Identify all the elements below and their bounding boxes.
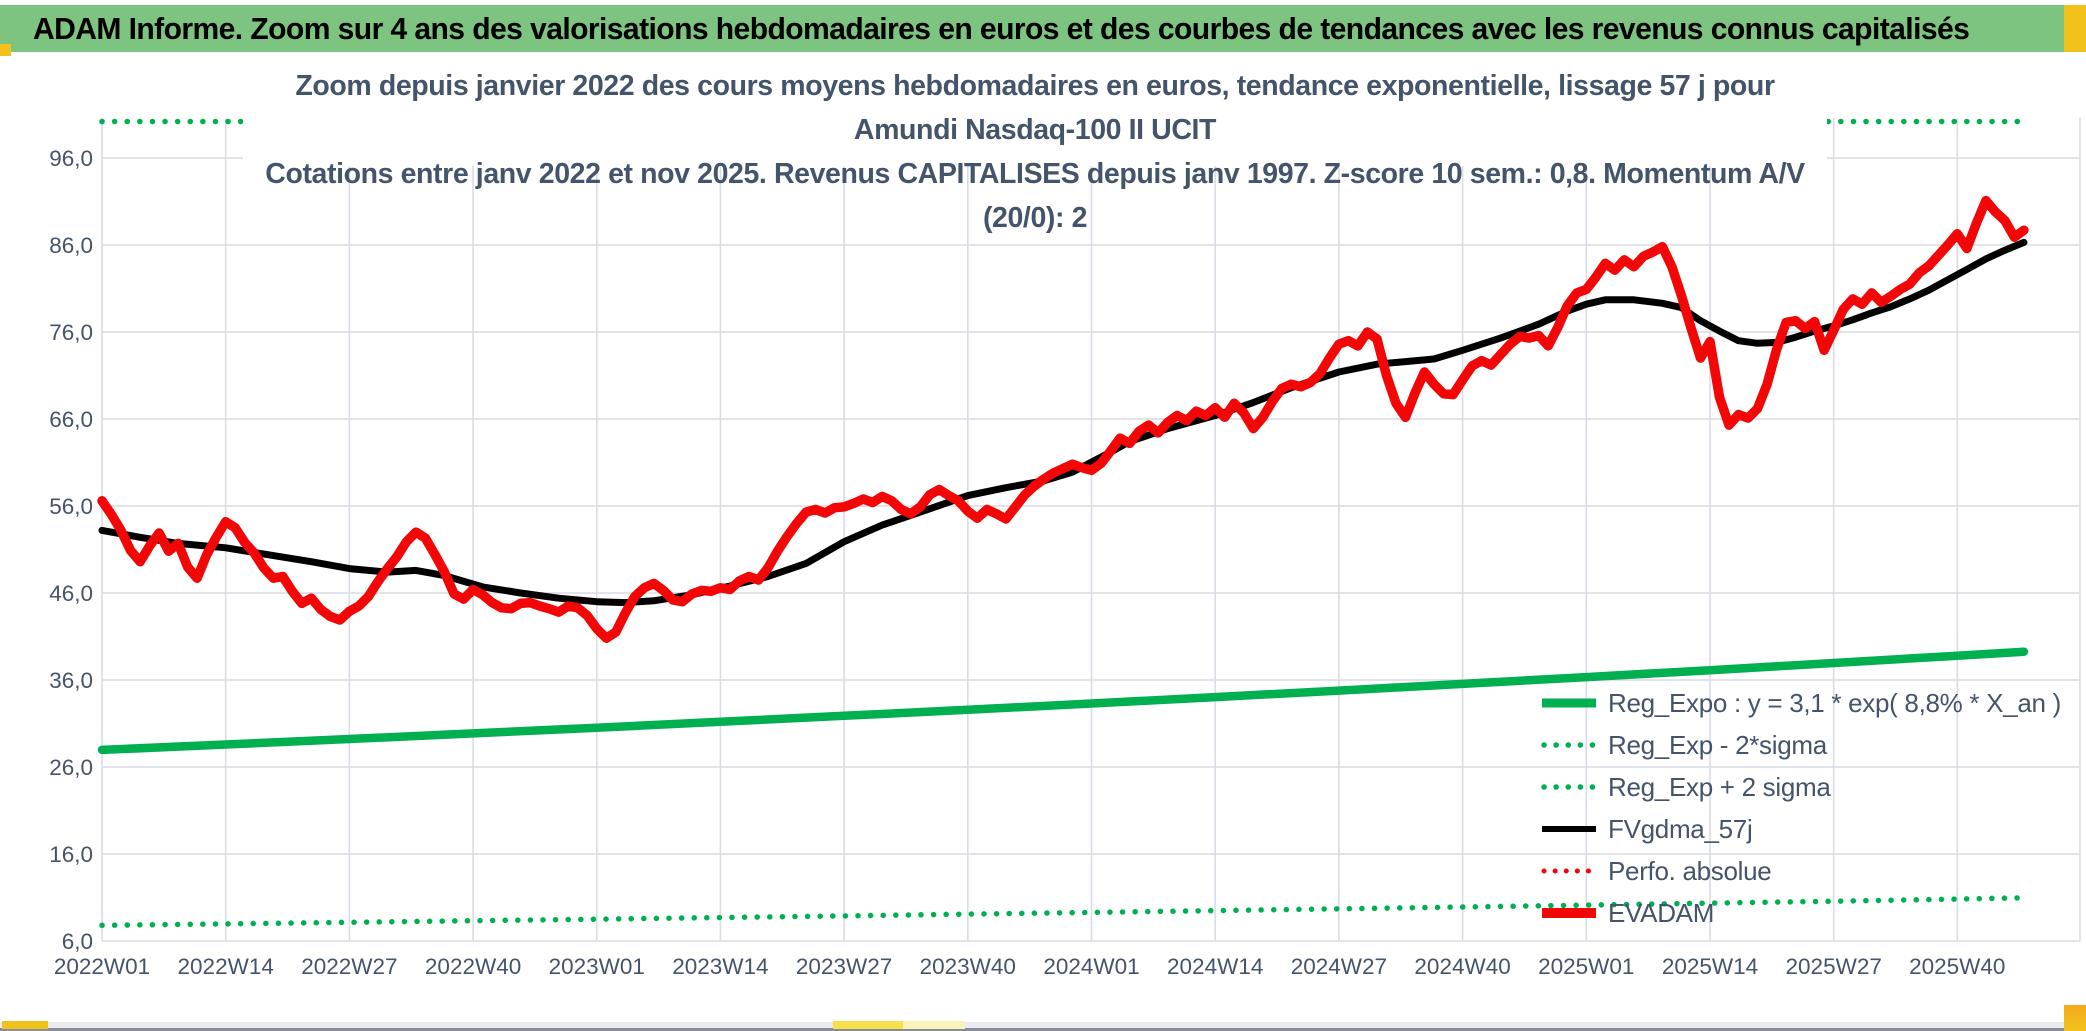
legend-item-reg-expo: Reg_Expo : y = 3,1 * exp( 8,8% * X_an )	[1540, 682, 2061, 724]
legend-item-evadam: EVADAM	[1540, 892, 2060, 934]
green-solid-line-icon	[1542, 698, 1596, 708]
x-axis-tick-label: 2022W27	[301, 954, 397, 979]
x-axis-tick-label: 2023W14	[672, 954, 768, 979]
bottom-edge-line	[0, 1028, 2086, 1031]
x-axis-tick-label: 2024W40	[1414, 954, 1510, 979]
y-axis-tick-label: 46,0	[49, 581, 93, 606]
x-axis-tick-label: 2022W14	[178, 954, 274, 979]
legend-label: Reg_Exp - 2*sigma	[1608, 729, 1827, 760]
x-axis-tick-label: 2025W14	[1662, 954, 1758, 979]
legend-item-fvgdma-57j: FVgdma_57j	[1540, 808, 2060, 850]
x-axis-tick-label: 2023W40	[920, 954, 1016, 979]
EVADAM-line	[97, 195, 2029, 643]
x-axis-tick-label: 2025W27	[1786, 954, 1882, 979]
y-axis-tick-label: 76,0	[49, 320, 93, 345]
Reg_Expo-line	[97, 647, 2029, 755]
chart-legend: Reg_Expo : y = 3,1 * exp( 8,8% * X_an ) …	[1540, 682, 2061, 934]
y-axis-tick-label: 66,0	[49, 407, 93, 432]
red-dotted-line-icon	[1541, 868, 1598, 874]
bottom-left-gold-marker	[2, 1021, 48, 1029]
bottom-right-orange-marker	[2064, 1005, 2086, 1031]
bottom-center-yellow-marker	[833, 1021, 903, 1029]
chart-title-line2: Cotations entre janv 2022 et nov 2025. R…	[265, 158, 1805, 234]
top-edge-strip	[0, 0, 2086, 5]
y-axis-tick-label: 16,0	[49, 842, 93, 867]
banner: ADAM Informe. Zoom sur 4 ans des valoris…	[0, 5, 2086, 52]
Reg_Exp-2sigma-line	[99, 895, 2022, 929]
legend-item-perfo-absolue: Perfo. absolue	[1540, 850, 2060, 892]
legend-item-reg-exp-plus-2sigma: Reg_Exp + 2 sigma	[1540, 766, 2060, 808]
chart-title-block: Zoom depuis janvier 2022 des cours moyen…	[243, 54, 1827, 234]
y-axis-tick-label: 86,0	[49, 233, 93, 258]
black-solid-line-icon	[1542, 826, 1596, 832]
x-axis-tick-label: 2024W27	[1291, 954, 1387, 979]
x-axis-tick-label: 2024W14	[1167, 954, 1263, 979]
bottom-scrollbar-strip[interactable]	[0, 1022, 2086, 1028]
chart-title-line1: Zoom depuis janvier 2022 des cours moyen…	[295, 70, 1775, 146]
x-axis-tick-label: 2025W40	[1909, 954, 2005, 979]
x-axis-tick-label: 2023W01	[549, 954, 645, 979]
x-axis-tick-label: 2024W01	[1043, 954, 1139, 979]
y-axis-tick-label: 96,0	[49, 146, 93, 171]
legend-label: EVADAM	[1608, 897, 1715, 928]
y-axis-tick-label: 56,0	[49, 494, 93, 519]
legend-label: Reg_Expo : y = 3,1 * exp( 8,8% * X_an )	[1608, 687, 2061, 718]
y-axis-tick-label: 6,0	[62, 929, 93, 954]
x-axis-tick-label: 2025W01	[1538, 954, 1634, 979]
bottom-center-pale-yellow-marker	[903, 1021, 965, 1029]
legend-label: FVgdma_57j	[1608, 813, 1753, 844]
legend-label: Reg_Exp + 2 sigma	[1608, 771, 1831, 802]
left-edge-gold-marker	[0, 44, 11, 56]
green-dotted-line-icon	[1541, 784, 1598, 790]
legend-label: Perfo. absolue	[1608, 855, 1772, 886]
green-dotted-line-icon	[1541, 742, 1598, 748]
x-axis-tick-label: 2022W40	[425, 954, 521, 979]
banner-right-yellow-strip	[2064, 5, 2086, 52]
x-axis-tick-label: 2022W01	[54, 954, 150, 979]
red-solid-line-icon	[1542, 908, 1596, 918]
y-axis-tick-label: 36,0	[49, 668, 93, 693]
legend-item-reg-exp-minus-2sigma: Reg_Exp - 2*sigma	[1540, 724, 2060, 766]
banner-title: ADAM Informe. Zoom sur 4 ans des valoris…	[32, 10, 1970, 46]
x-axis-tick-label: 2023W27	[796, 954, 892, 979]
y-axis-tick-label: 26,0	[49, 755, 93, 780]
